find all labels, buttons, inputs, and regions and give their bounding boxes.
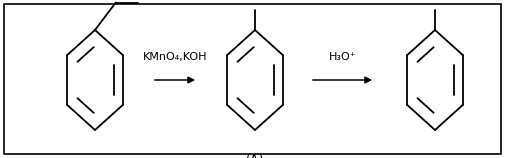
Text: H₃O⁺: H₃O⁺ [329, 52, 357, 62]
Text: (A): (A) [246, 152, 264, 158]
Text: KMnO₄,KOH: KMnO₄,KOH [143, 52, 207, 62]
